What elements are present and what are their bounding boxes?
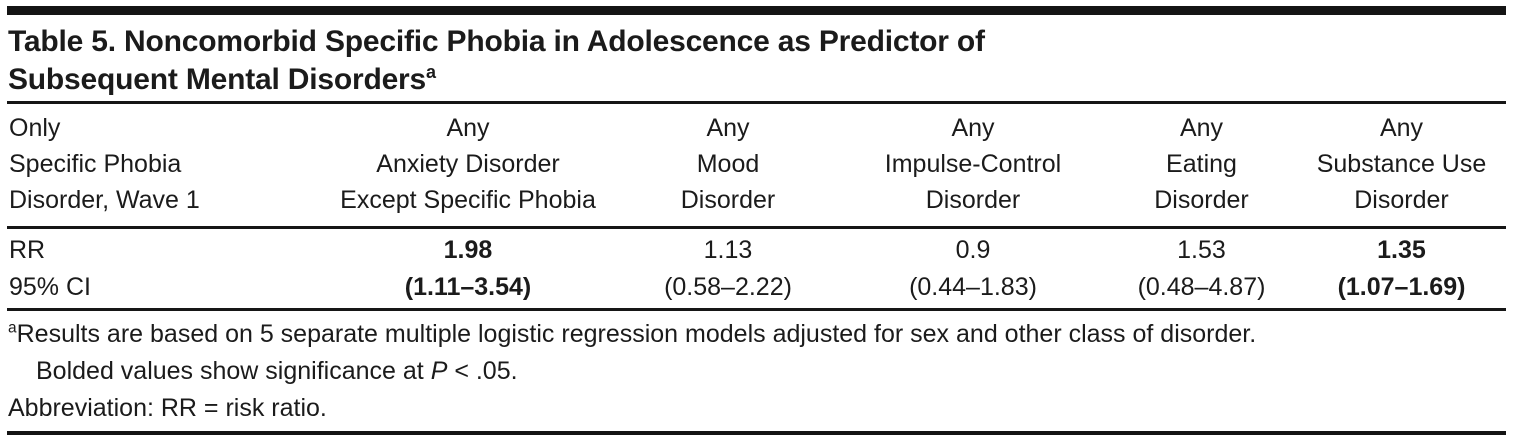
column-header-line: Disorder bbox=[1354, 186, 1449, 214]
footnotes: aResults are based on 5 separate multipl… bbox=[8, 316, 1505, 427]
column-header-line: Anxiety Disorder bbox=[376, 150, 560, 178]
column-header-stub: Only Specific Phobia Disorder, Wave 1 bbox=[7, 104, 320, 229]
data-cell-ci-mood: (0.58–2.22) bbox=[664, 273, 792, 301]
column-header-eating: Any Eating Disorder bbox=[1106, 104, 1297, 229]
column-header-line: Disorder bbox=[1154, 186, 1249, 214]
column-header-mood: Any Mood Disorder bbox=[616, 104, 840, 229]
column-header-line: Disorder bbox=[925, 186, 1021, 214]
data-cell-rr-eating: 1.53 bbox=[1177, 236, 1226, 264]
column-header-line: Any bbox=[1379, 114, 1424, 142]
footnote-a-line2-p-italic: P bbox=[430, 357, 448, 385]
column-header-line: Only bbox=[9, 114, 61, 142]
column-header-line: Substance Use bbox=[1316, 150, 1487, 178]
column-header-anxiety: Any Anxiety Disorder Except Specific Pho… bbox=[320, 104, 616, 229]
footnote-a-line2-prefix: Bolded values show significance at bbox=[36, 357, 431, 385]
column-header-line: Eating bbox=[1166, 150, 1237, 178]
column-header-line: Except Specific Phobia bbox=[340, 186, 596, 214]
column-header-substance-use: Any Substance Use Disorder bbox=[1297, 104, 1506, 229]
table-title-line2: Subsequent Mental Disordersa bbox=[8, 61, 1505, 99]
data-cell-ci-substance-use: (1.07–1.69) bbox=[1337, 273, 1466, 301]
column-header-line: Specific Phobia bbox=[9, 150, 182, 178]
data-cell-rr-substance-use: 1.35 bbox=[1377, 236, 1426, 264]
column-header-line: Disorder bbox=[680, 186, 776, 214]
rule-below-data bbox=[7, 308, 1506, 311]
footnote-a-line2: Bolded values show significance at P < .… bbox=[8, 353, 1505, 390]
footnote-a-line2-suffix: < .05. bbox=[447, 357, 518, 385]
footnote-a-superscript: a bbox=[8, 319, 17, 337]
data-cell-ci-impulse-control: (0.44–1.83) bbox=[909, 273, 1037, 301]
top-thick-rule bbox=[7, 6, 1506, 15]
table-title: Table 5. Noncomorbid Specific Phobia in … bbox=[8, 23, 1505, 99]
column-header-line: Any bbox=[951, 114, 995, 142]
table-row-ci: 95% CI (1.11–3.54) (0.58–2.22) (0.44–1.8… bbox=[7, 269, 1506, 306]
data-cell-rr-anxiety: 1.98 bbox=[443, 236, 493, 264]
footnote-abbreviation: Abbreviation: RR = risk ratio. bbox=[8, 394, 327, 422]
row-label-ci: 95% CI bbox=[9, 273, 91, 301]
column-header-line: Any bbox=[1179, 114, 1224, 142]
column-header-line: Mood bbox=[696, 150, 760, 178]
table-title-line1: Table 5. Noncomorbid Specific Phobia in … bbox=[8, 25, 985, 58]
header-row: Only Specific Phobia Disorder, Wave 1 An… bbox=[7, 104, 1506, 229]
bottom-rule bbox=[7, 431, 1506, 435]
footnote-a-line1: aResults are based on 5 separate multipl… bbox=[8, 316, 1505, 353]
data-cell-rr-impulse-control: 0.9 bbox=[955, 236, 991, 264]
table-title-line2-text: Subsequent Mental Disorders bbox=[8, 63, 427, 96]
column-header-line: Any bbox=[706, 114, 750, 142]
results-table: Only Specific Phobia Disorder, Wave 1 An… bbox=[7, 104, 1506, 306]
column-header-line: Any bbox=[446, 114, 490, 142]
table-row-rr: RR 1.98 1.13 0.9 1.53 1.35 bbox=[7, 228, 1506, 270]
column-header-impulse-control: Any Impulse-Control Disorder bbox=[840, 104, 1106, 229]
column-header-line: Disorder, Wave 1 bbox=[9, 186, 200, 214]
footnote-a-text: Results are based on 5 separate multiple… bbox=[16, 320, 1257, 348]
rule-below-title bbox=[7, 101, 1506, 104]
table-title-superscript: a bbox=[426, 62, 436, 82]
column-header-line: Impulse-Control bbox=[884, 150, 1062, 178]
data-cell-rr-mood: 1.13 bbox=[703, 236, 753, 264]
data-cell-ci-eating: (0.48–4.87) bbox=[1137, 273, 1266, 301]
data-cell-ci-anxiety: (1.11–3.54) bbox=[404, 273, 532, 301]
row-label-rr: RR bbox=[9, 236, 46, 264]
